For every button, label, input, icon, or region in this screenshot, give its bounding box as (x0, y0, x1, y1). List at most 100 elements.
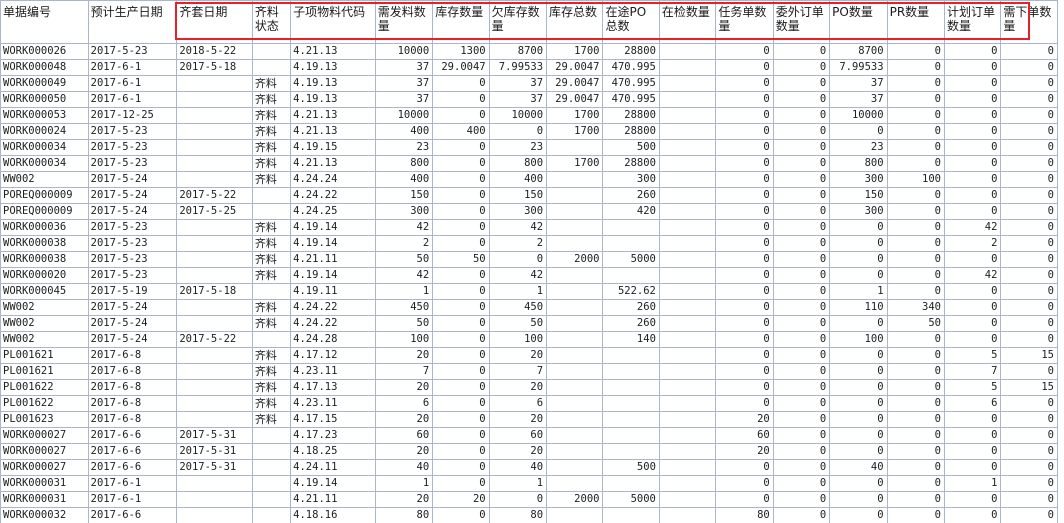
table-cell[interactable]: 0 (943, 107, 1002, 124)
table-cell[interactable]: 100 (488, 331, 548, 348)
table-cell[interactable]: 29.0047 (432, 59, 490, 76)
table-cell[interactable]: 0 (829, 251, 888, 268)
table-cell[interactable]: 2017-5-23 (87, 251, 178, 268)
table-cell[interactable]: 470.995 (602, 59, 660, 76)
table-cell[interactable]: 0 (943, 443, 1002, 460)
table-cell[interactable] (176, 139, 253, 156)
table-cell[interactable]: 0 (772, 187, 831, 204)
table-cell[interactable]: WORK000032 (0, 507, 89, 523)
table-cell[interactable]: 60 (715, 427, 774, 444)
table-cell[interactable] (658, 123, 717, 140)
table-cell[interactable]: 4.17.12 (290, 347, 376, 364)
table-cell[interactable] (658, 219, 717, 236)
table-cell[interactable]: 0 (1000, 395, 1058, 412)
table-cell[interactable]: 10000 (829, 107, 888, 124)
table-cell[interactable]: 齐料 (251, 139, 292, 156)
table-cell[interactable]: 0 (1000, 507, 1058, 523)
table-cell[interactable]: 0 (829, 411, 888, 428)
column-header[interactable]: 需发料数量 (374, 0, 434, 44)
table-cell[interactable]: 37 (374, 75, 434, 92)
table-cell[interactable]: 0 (715, 331, 774, 348)
table-cell[interactable]: 50 (886, 315, 946, 332)
table-cell[interactable]: 7 (374, 363, 434, 380)
table-row[interactable]: WORK000027 2017-6-6 2017-5-31 4.17.23 60 0 60 6… (0, 427, 1058, 444)
table-cell[interactable]: 0 (1000, 91, 1058, 108)
table-cell[interactable]: 0 (488, 123, 548, 140)
table-cell[interactable]: 0 (772, 91, 831, 108)
table-cell[interactable]: WW002 (0, 331, 89, 348)
table-cell[interactable]: 28800 (602, 107, 660, 124)
table-cell[interactable]: 0 (886, 155, 946, 172)
table-cell[interactable]: 2017-5-24 (87, 299, 178, 316)
table-cell[interactable]: 1 (488, 283, 548, 300)
table-cell[interactable]: 4.17.13 (290, 379, 376, 396)
table-cell[interactable]: 300 (829, 171, 888, 188)
table-cell[interactable]: 4.21.11 (290, 251, 376, 268)
table-cell[interactable]: 0 (432, 91, 490, 108)
table-cell[interactable]: 0 (432, 507, 490, 523)
table-cell[interactable] (251, 427, 292, 444)
table-cell[interactable]: 400 (488, 171, 548, 188)
table-cell[interactable]: 23 (374, 139, 434, 156)
table-cell[interactable]: POREQ000009 (0, 187, 89, 204)
table-cell[interactable] (546, 379, 604, 396)
table-cell[interactable]: WORK000027 (0, 443, 89, 460)
table-cell[interactable]: 0 (772, 507, 831, 523)
table-cell[interactable]: 0 (1000, 171, 1058, 188)
table-cell[interactable]: 0 (432, 475, 490, 492)
table-cell[interactable] (176, 267, 253, 284)
table-cell[interactable]: 2017-5-23 (87, 139, 178, 156)
table-cell[interactable]: 37 (829, 75, 888, 92)
table-cell[interactable]: 2017-6-1 (87, 91, 178, 108)
table-cell[interactable] (602, 507, 660, 523)
table-cell[interactable]: 齐料 (251, 219, 292, 236)
table-cell[interactable]: 500 (602, 139, 660, 156)
table-cell[interactable]: 2017-5-23 (87, 267, 178, 284)
table-cell[interactable]: WORK000024 (0, 123, 89, 140)
table-cell[interactable] (546, 139, 604, 156)
table-cell[interactable]: 20 (488, 443, 548, 460)
table-cell[interactable]: 0 (432, 267, 490, 284)
table-cell[interactable] (251, 443, 292, 460)
table-cell[interactable]: 2017-5-24 (87, 187, 178, 204)
table-cell[interactable]: 4.19.14 (290, 235, 376, 252)
table-cell[interactable] (658, 43, 717, 60)
table-cell[interactable]: 2017-5-31 (176, 443, 253, 460)
table-cell[interactable]: 800 (374, 155, 434, 172)
table-cell[interactable]: 0 (829, 363, 888, 380)
table-cell[interactable]: 0 (432, 171, 490, 188)
table-cell[interactable]: 0 (772, 491, 831, 508)
table-cell[interactable]: 齐料 (251, 107, 292, 124)
table-cell[interactable]: 0 (772, 427, 831, 444)
table-cell[interactable] (176, 395, 253, 412)
table-cell[interactable]: 1 (488, 475, 548, 492)
table-cell[interactable]: 2017-5-23 (87, 155, 178, 172)
table-cell[interactable]: 50 (374, 251, 434, 268)
table-cell[interactable]: 60 (488, 427, 548, 444)
table-cell[interactable]: 0 (432, 299, 490, 316)
table-cell[interactable]: 10000 (374, 107, 434, 124)
table-cell[interactable]: 0 (829, 379, 888, 396)
table-cell[interactable]: 0 (886, 491, 946, 508)
table-cell[interactable] (176, 171, 253, 188)
table-cell[interactable] (658, 283, 717, 300)
table-cell[interactable] (176, 507, 253, 523)
table-cell[interactable]: 0 (772, 475, 831, 492)
table-cell[interactable]: 4.18.25 (290, 443, 376, 460)
table-cell[interactable]: 2000 (546, 251, 604, 268)
table-cell[interactable]: 4.19.13 (290, 75, 376, 92)
table-cell[interactable]: 2017-6-6 (87, 459, 178, 476)
table-cell[interactable]: 0 (715, 187, 774, 204)
table-cell[interactable]: 4.21.11 (290, 491, 376, 508)
table-cell[interactable]: 7.99533 (829, 59, 888, 76)
table-cell[interactable] (602, 347, 660, 364)
table-cell[interactable]: 1 (943, 475, 1002, 492)
column-header[interactable]: 单据编号 (0, 0, 89, 44)
table-cell[interactable]: 0 (943, 203, 1002, 220)
column-header[interactable]: 任务单数量 (715, 0, 774, 44)
table-cell[interactable] (602, 443, 660, 460)
table-cell[interactable]: 2017-5-23 (87, 219, 178, 236)
table-cell[interactable]: 42 (488, 267, 548, 284)
table-cell[interactable] (546, 427, 604, 444)
table-cell[interactable]: 0 (886, 347, 946, 364)
